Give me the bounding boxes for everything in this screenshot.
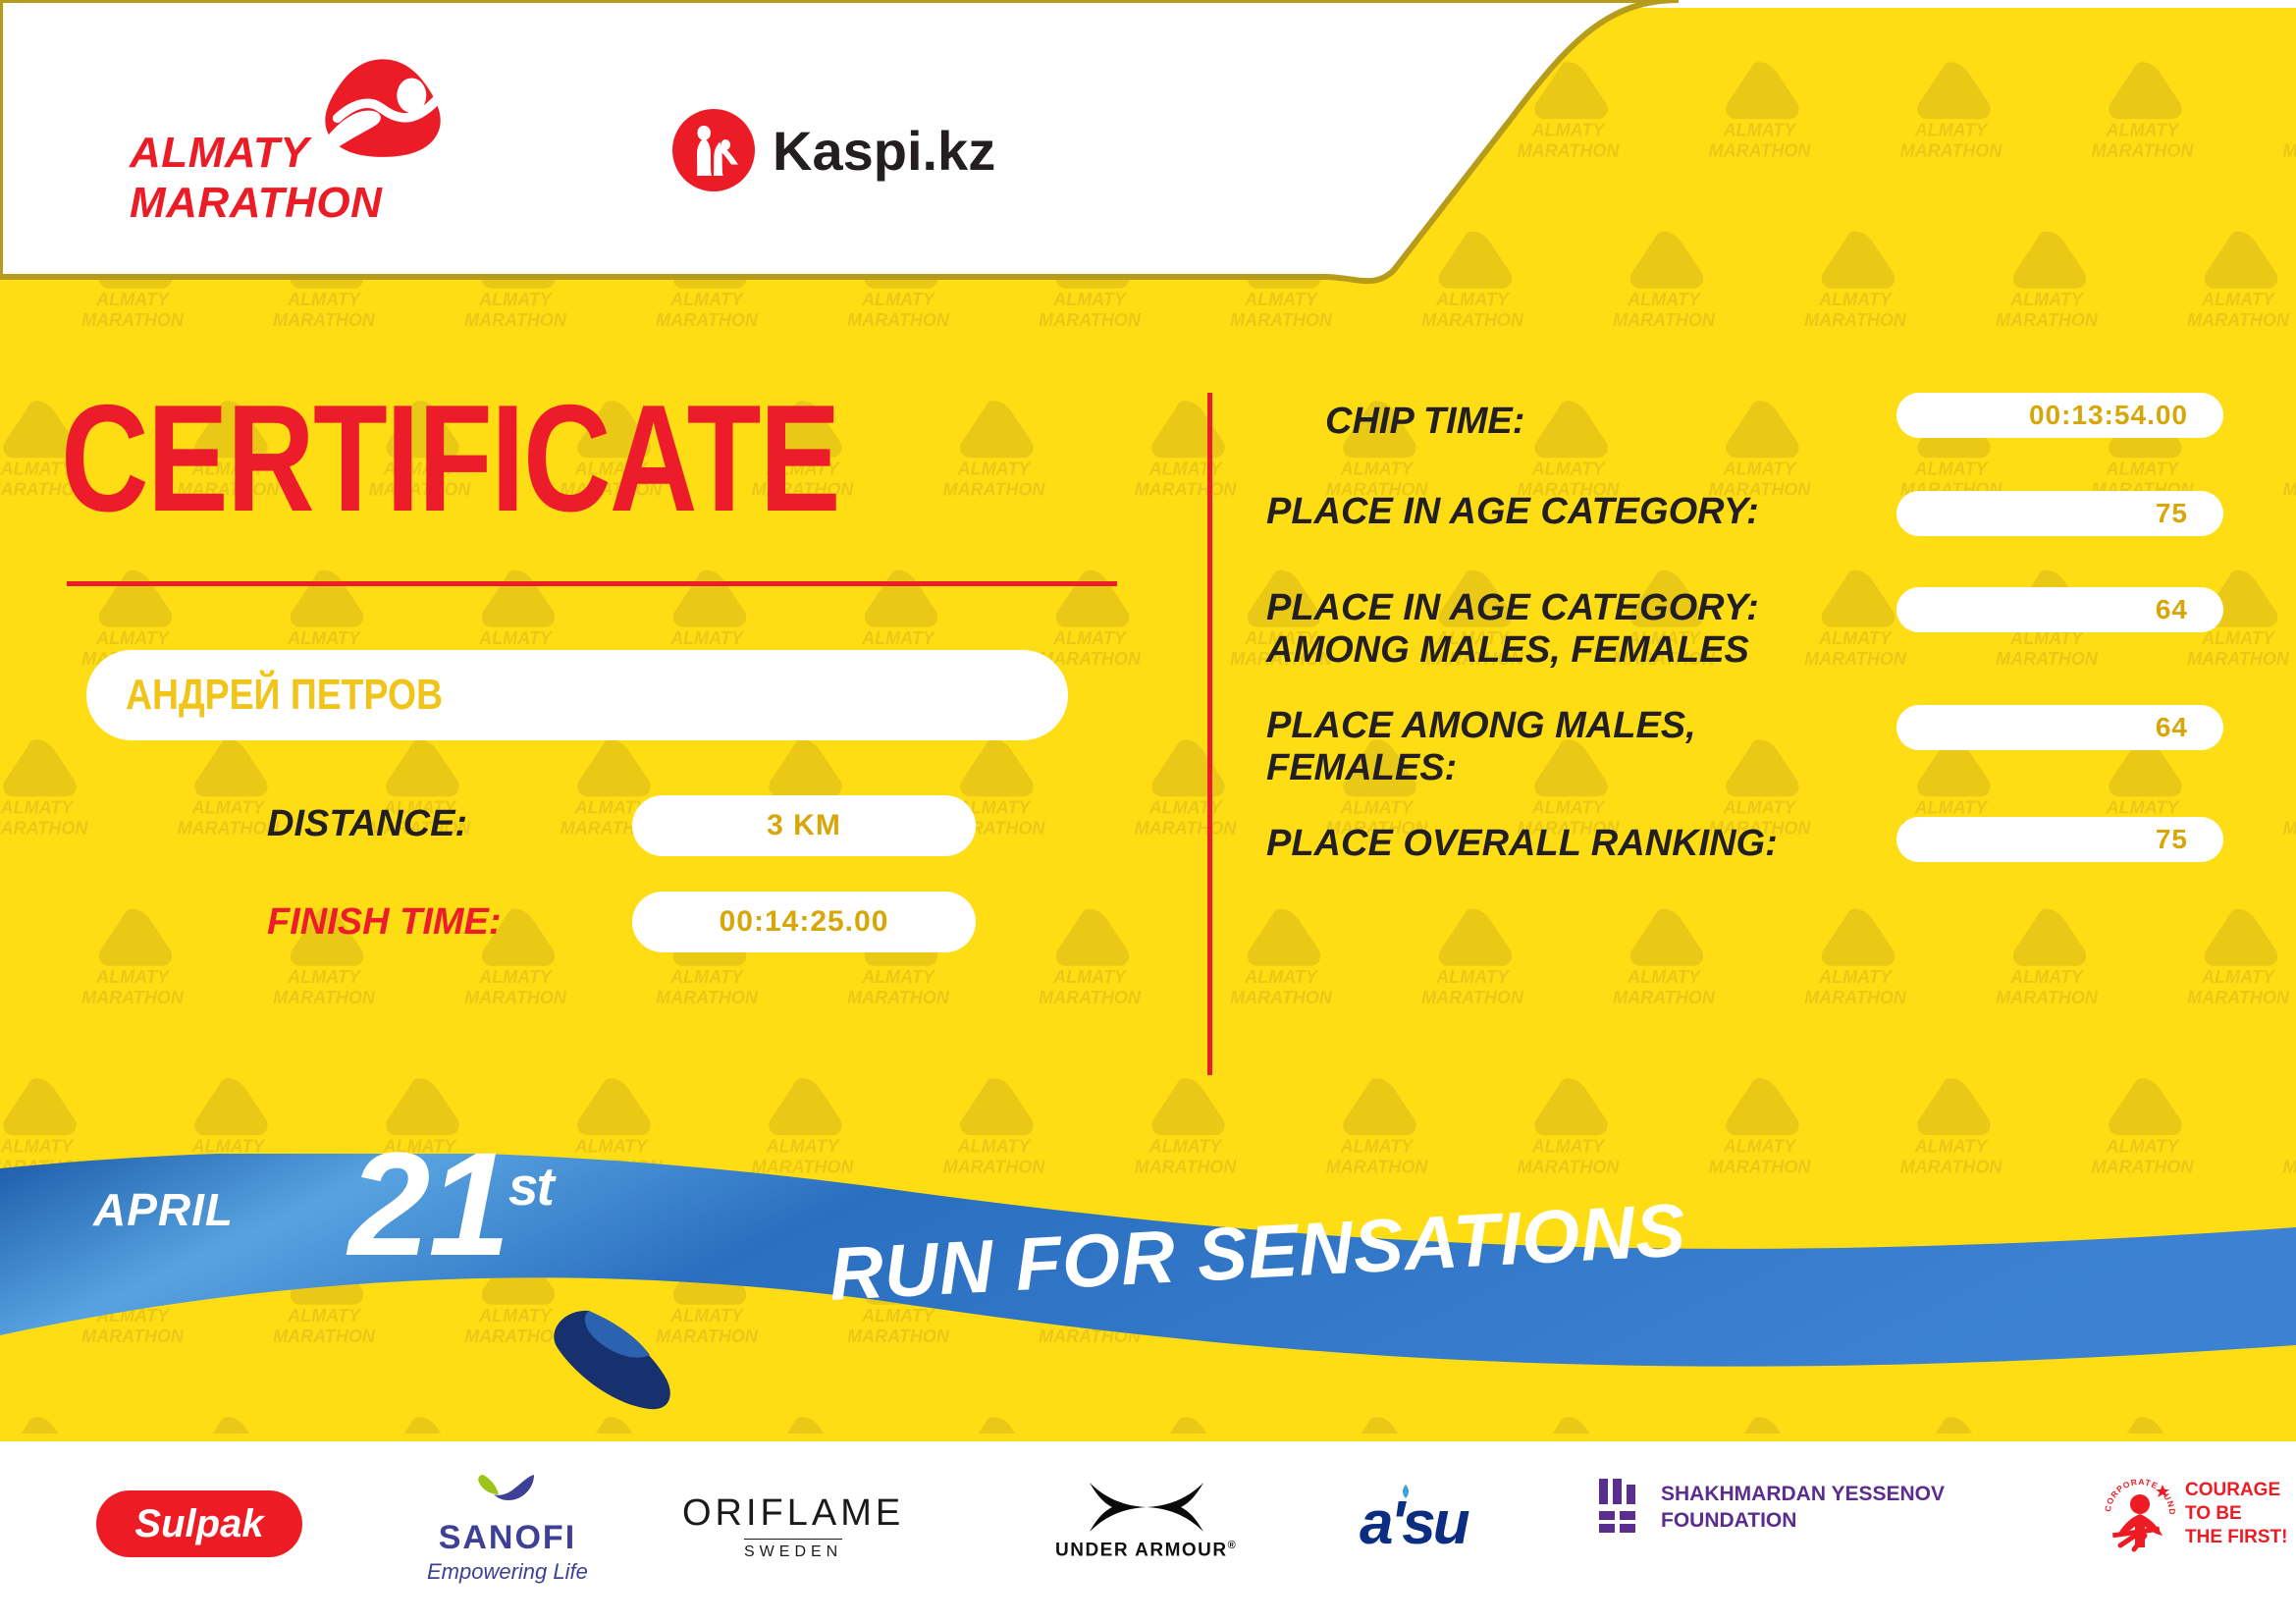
- svg-text:Sulpak: Sulpak: [134, 1502, 265, 1545]
